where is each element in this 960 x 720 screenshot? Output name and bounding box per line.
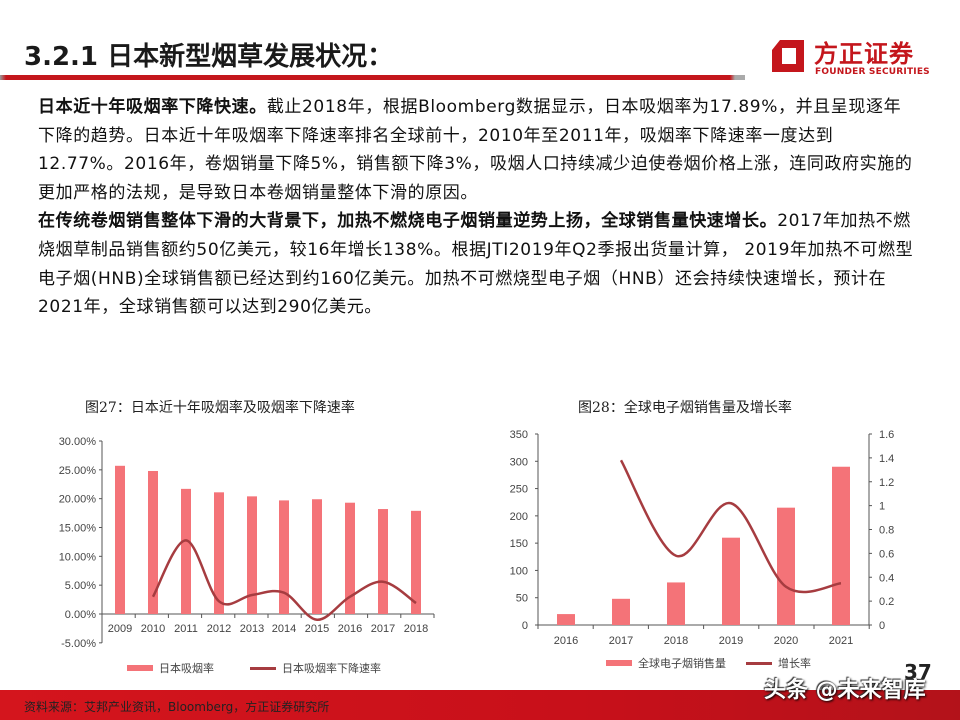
svg-text:2013: 2013 (240, 623, 264, 635)
watermark: 头条 @未来智库 (764, 678, 926, 703)
legend-label-growth-rate: 增长率 (778, 657, 811, 670)
svg-text:2017: 2017 (609, 635, 633, 647)
svg-text:15.00%: 15.00% (59, 523, 97, 535)
svg-text:2016: 2016 (554, 635, 578, 647)
svg-text:2021: 2021 (829, 635, 853, 647)
svg-text:10.00%: 10.00% (59, 551, 97, 563)
paragraph-2-lead: 在传统卷烟销售整体下滑的大背景下，加热不燃烧电子烟销量逆势上扬，全球销售量快速增… (38, 211, 778, 232)
svg-text:1: 1 (879, 501, 885, 513)
footer-bar: 资料来源：艾邦产业资讯，Bloomberg，方正证券研究所 (0, 690, 960, 720)
svg-text:250: 250 (510, 484, 528, 496)
paragraph-2: 在传统卷烟销售整体下滑的大背景下，加热不燃烧电子烟销量逆势上扬，全球销售量快速增… (38, 207, 918, 321)
body-text: 日本近十年吸烟率下降快速。截止2018年，根据Bloomberg数据显示，日本吸… (38, 93, 918, 322)
svg-text:1.6: 1.6 (879, 429, 894, 441)
figure-28-title: 图28：全球电子烟销售量及增长率 (578, 400, 792, 416)
svg-text:2017: 2017 (371, 623, 395, 635)
founder-logo-icon (772, 40, 804, 72)
svg-text:200: 200 (510, 511, 528, 523)
figure-28-legend: 全球电子烟销售量 增长率 (606, 655, 811, 671)
paragraph-2-text: 2017年加热不燃烧烟草制品销售额约50亿美元，较16年增长138%。根据JTI… (38, 211, 914, 318)
svg-text:1.4: 1.4 (879, 453, 894, 465)
figure-27-legend: 日本吸烟率 日本吸烟率下降速率 (127, 660, 381, 676)
svg-text:2011: 2011 (174, 623, 198, 635)
legend-line-swatch (746, 661, 772, 665)
svg-text:2018: 2018 (404, 623, 428, 635)
legend-label-decline-rate: 日本吸烟率下降速率 (282, 662, 381, 675)
source-note: 资料来源：艾邦产业资讯，Bloomberg，方正证券研究所 (24, 700, 330, 714)
svg-text:150: 150 (510, 538, 528, 550)
svg-text:20.00%: 20.00% (59, 494, 97, 506)
svg-text:30.00%: 30.00% (59, 436, 97, 448)
svg-text:300: 300 (510, 456, 528, 468)
svg-text:-5.00%: -5.00% (61, 638, 96, 650)
svg-text:25.00%: 25.00% (59, 465, 97, 477)
paragraph-1-text: 截止2018年，根据Bloomberg数据显示，日本吸烟率为17.89%，并且呈… (38, 97, 913, 203)
logo-cn-text: 方正证券 (814, 40, 914, 68)
svg-text:0.6: 0.6 (879, 548, 894, 560)
legend-label-smoking-rate: 日本吸烟率 (159, 662, 214, 675)
legend-label-ecig-sales: 全球电子烟销售量 (638, 657, 726, 670)
svg-text:0.8: 0.8 (879, 525, 894, 537)
paragraph-1-lead: 日本近十年吸烟率下降快速。 (38, 97, 267, 117)
svg-text:1.2: 1.2 (879, 477, 894, 489)
svg-text:2018: 2018 (664, 635, 688, 647)
svg-text:0: 0 (879, 620, 885, 632)
svg-text:0: 0 (522, 620, 528, 632)
page-title: 3.2.1 日本新型烟草发展状况： (24, 42, 394, 72)
legend-bar-swatch (606, 660, 632, 666)
svg-text:100: 100 (510, 565, 528, 577)
logo-en-text: FOUNDER SECURITIES (815, 67, 930, 77)
svg-text:2010: 2010 (141, 623, 165, 635)
svg-text:350: 350 (510, 429, 528, 441)
svg-text:0.2: 0.2 (879, 596, 894, 608)
brand-logo: 方正证券 FOUNDER SECURITIES (770, 34, 950, 84)
svg-text:2009: 2009 (108, 623, 132, 635)
svg-text:2020: 2020 (774, 635, 798, 647)
svg-text:5.00%: 5.00% (65, 580, 96, 592)
legend-bar-swatch (127, 665, 153, 671)
svg-text:2012: 2012 (207, 623, 231, 635)
svg-text:50: 50 (516, 593, 528, 605)
svg-text:2014: 2014 (272, 623, 296, 635)
legend-line-swatch (250, 666, 276, 670)
svg-text:0.4: 0.4 (879, 572, 894, 584)
chart-27-plot: -5.00% 0.00% 5.00% 10.00% 15.00% 20.00% 25.00%… (59, 429, 895, 650)
figure-27-title: 图27：日本近十年吸烟率及吸烟率下降速率 (85, 400, 355, 416)
svg-text:2016: 2016 (338, 623, 362, 635)
svg-text:2015: 2015 (305, 623, 329, 635)
title-divider (0, 75, 745, 80)
page-number: 37 (904, 660, 932, 684)
svg-text:0.00%: 0.00% (65, 609, 96, 621)
svg-text:2019: 2019 (719, 635, 743, 647)
paragraph-1: 日本近十年吸烟率下降快速。截止2018年，根据Bloomberg数据显示，日本吸… (38, 93, 918, 207)
